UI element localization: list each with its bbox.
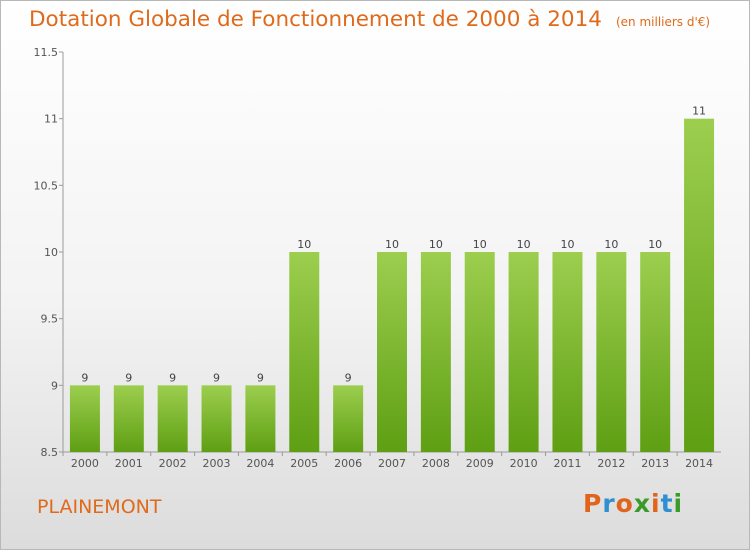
x-tick-label-2008: 2008 [422,457,450,470]
bar-2009 [464,252,495,452]
chart-unit: (en milliers d'€) [615,15,711,29]
data-label-2003: 9 [213,371,220,384]
data-label-2008: 10 [429,238,443,251]
bar-2013 [640,252,671,452]
y-tick-label: 9 [51,379,58,392]
data-label-2007: 10 [385,238,399,251]
bar-2005 [289,252,320,452]
data-label-2001: 9 [125,371,132,384]
logo-letter: x [633,489,651,518]
bar-2010 [508,252,539,452]
title-text: Dotation Globale de Fonctionnement de 20… [29,7,602,32]
bar-2003 [201,385,232,452]
bar-2014 [684,118,715,453]
bar-2008 [420,252,451,452]
data-label-2002: 9 [169,371,176,384]
bar-2007 [377,252,407,452]
x-tick-label-2001: 2001 [115,457,143,470]
bar-2004 [245,385,276,452]
data-label-2011: 10 [560,238,574,251]
data-label-2012: 10 [604,238,618,251]
labels-group: 9 2000 9 2001 9 2002 9 2003 9 2004 10 2005 9 2006 10 20… [71,105,713,470]
y-tick-label: 10.5 [34,179,59,192]
x-tick-label-2012: 2012 [597,457,625,470]
data-label-2005: 10 [297,238,311,251]
x-tick-label-2009: 2009 [466,457,494,470]
chart-title: Dotation Globale de Fonctionnement de 20… [29,7,710,32]
logo-letter: t [660,489,674,518]
x-tick-label-2011: 2011 [553,457,581,470]
x-tick-label-2006: 2006 [334,457,362,470]
y-tick-label: 11 [44,113,58,126]
y-tick-label: 11.5 [34,46,59,59]
x-tick-label-2007: 2007 [378,457,406,470]
bars-group [69,118,715,453]
x-tick-label-2010: 2010 [510,457,538,470]
x-tick-label-2000: 2000 [71,457,99,470]
data-label-2013: 10 [648,238,662,251]
bar-2012 [596,252,627,452]
x-tick-label-2002: 2002 [159,457,187,470]
x-tick-label-2013: 2013 [641,457,669,470]
bar-2000 [69,385,100,452]
logo-letter: P [583,489,603,518]
y-tick-label: 10 [44,246,58,259]
logo-letter: i [673,489,684,518]
data-label-2006: 9 [345,371,352,384]
logo-letter: o [615,489,634,518]
y-tick-label: 8.5 [41,446,59,459]
town-name: PLAINEMONT [37,496,162,518]
data-label-2010: 10 [517,238,531,251]
data-label-2000: 9 [81,371,88,384]
y-tick-label: 9.5 [41,313,59,326]
x-tick-label-2005: 2005 [290,457,318,470]
bar-2001 [113,385,144,452]
bar-2011 [552,252,583,452]
bar-2006 [333,385,364,452]
x-tick-label-2004: 2004 [246,457,274,470]
data-label-2014: 11 [692,105,706,118]
logo-letter: i [651,489,661,518]
data-label-2009: 10 [473,238,487,251]
logo-letter: r [602,489,616,518]
x-tick-label-2003: 2003 [203,457,231,470]
data-label-2004: 9 [257,371,264,384]
proxiti-logo: Proxiti [583,489,683,518]
x-tick-label-2014: 2014 [685,457,713,470]
bar-2002 [157,385,188,452]
